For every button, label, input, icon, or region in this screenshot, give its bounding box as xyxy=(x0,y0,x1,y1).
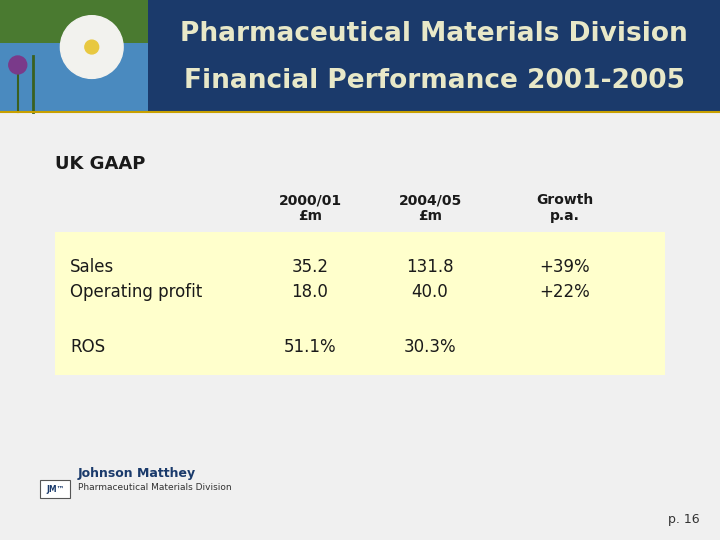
Text: 35.2: 35.2 xyxy=(292,258,328,276)
Text: 18.0: 18.0 xyxy=(292,283,328,301)
Text: +39%: +39% xyxy=(540,258,590,276)
Text: ROS: ROS xyxy=(70,338,105,356)
Text: 2004/05: 2004/05 xyxy=(398,193,462,207)
Text: Growth: Growth xyxy=(536,193,593,207)
Text: UK GAAP: UK GAAP xyxy=(55,155,145,173)
Text: p.a.: p.a. xyxy=(550,209,580,223)
Circle shape xyxy=(9,56,27,74)
Text: Johnson Matthey: Johnson Matthey xyxy=(78,467,196,480)
Text: Financial Performance 2001-2005: Financial Performance 2001-2005 xyxy=(184,68,685,93)
Text: 131.8: 131.8 xyxy=(406,258,454,276)
Circle shape xyxy=(85,40,99,54)
Text: 2000/01: 2000/01 xyxy=(279,193,341,207)
Text: £m: £m xyxy=(298,209,322,223)
Text: 51.1%: 51.1% xyxy=(284,338,336,356)
Text: Sales: Sales xyxy=(70,258,114,276)
Text: Pharmaceutical Materials Division: Pharmaceutical Materials Division xyxy=(78,483,232,491)
Text: +22%: +22% xyxy=(539,283,590,301)
Bar xyxy=(40,480,70,498)
Text: 40.0: 40.0 xyxy=(412,283,449,301)
Text: JM™: JM™ xyxy=(46,484,64,494)
Text: 30.3%: 30.3% xyxy=(404,338,456,356)
Bar xyxy=(55,232,665,375)
Bar xyxy=(0,0,148,43)
Text: £m: £m xyxy=(418,209,442,223)
Bar xyxy=(0,0,720,112)
Bar xyxy=(0,43,148,112)
Circle shape xyxy=(60,16,123,78)
Text: p. 16: p. 16 xyxy=(668,514,700,526)
Text: Operating profit: Operating profit xyxy=(70,283,202,301)
Text: Pharmaceutical Materials Division: Pharmaceutical Materials Division xyxy=(180,21,688,46)
